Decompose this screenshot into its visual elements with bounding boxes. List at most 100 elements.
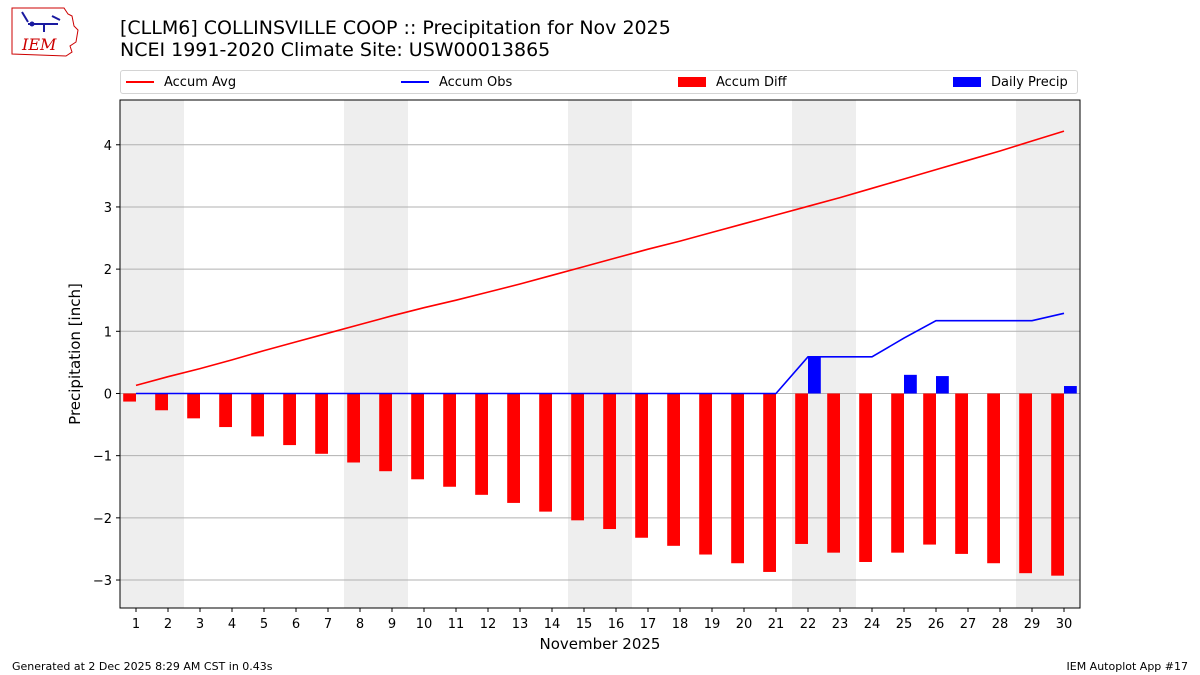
chart-title: [CLLM6] COLLINSVILLE COOP :: Precipitati… [120, 17, 671, 61]
x-tick-label-29: 29 [1024, 617, 1041, 632]
accum-diff-bar-day-12 [475, 393, 488, 495]
x-tick-label-23: 23 [832, 617, 849, 632]
accum-diff-bar-day-5 [251, 393, 264, 437]
x-tick-label-10: 10 [416, 617, 433, 632]
accum-diff-bar-day-30 [1051, 393, 1064, 576]
accum-diff-bar-day-8 [347, 393, 360, 463]
iem-logo: IEM [11, 7, 79, 57]
legend-accum-obs: Accum Obs [401, 71, 512, 93]
daily-precip-bar-day-26 [936, 376, 949, 394]
x-tick-label-8: 8 [356, 617, 364, 632]
x-tick-label-16: 16 [608, 617, 625, 632]
y-tick-label-2: 2 [104, 263, 112, 278]
x-tick-label-11: 11 [448, 617, 465, 632]
generated-note: Generated at 2 Dec 2025 8:29 AM CST in 0… [12, 660, 273, 673]
y-tick-label--2: −2 [93, 512, 112, 527]
x-tick-label-6: 6 [292, 617, 300, 632]
svg-text:IEM: IEM [21, 35, 57, 54]
accum-diff-bar-day-27 [955, 393, 968, 554]
accum-diff-bar-day-11 [443, 393, 456, 487]
accum-diff-bar-day-23 [827, 393, 840, 553]
accum-diff-bar-day-6 [283, 393, 296, 446]
x-tick-label-18: 18 [672, 617, 689, 632]
weekend-shade-day-9 [376, 100, 408, 608]
y-tick-label--3: −3 [93, 574, 112, 589]
plot-frame [119, 99, 1081, 609]
y-tick-label-0: 0 [104, 387, 112, 402]
legend-swatch-accum-obs [401, 81, 429, 83]
legend-label-accum-avg: Accum Avg [164, 74, 237, 90]
x-tick-label-5: 5 [260, 617, 268, 632]
x-tick-label-26: 26 [928, 617, 945, 632]
x-tick-label-22: 22 [800, 617, 817, 632]
x-tick-label-15: 15 [576, 617, 593, 632]
x-tick-label-14: 14 [544, 617, 561, 632]
x-axis-label: November 2025 [540, 635, 661, 653]
x-tick-label-13: 13 [512, 617, 529, 632]
legend-label-accum-diff: Accum Diff [716, 74, 787, 90]
accum-diff-bar-day-15 [571, 393, 584, 521]
accum-diff-bar-day-22 [795, 393, 808, 544]
legend-accum-diff: Accum Diff [678, 71, 787, 93]
legend-accum-avg: Accum Avg [126, 71, 236, 93]
x-tick-label-24: 24 [864, 617, 881, 632]
accum-diff-bar-day-4 [219, 393, 232, 428]
accum-diff-bar-day-20 [731, 393, 744, 564]
title-line-2: NCEI 1991-2020 Climate Site: USW00013865 [120, 39, 551, 61]
legend-swatch-accum-avg [126, 81, 154, 83]
accum-diff-bar-day-18 [667, 393, 680, 546]
x-tick-label-17: 17 [640, 617, 657, 632]
x-tick-label-1: 1 [132, 617, 140, 632]
daily-precip-bar-day-30 [1064, 386, 1077, 394]
legend-swatch-accum-diff [678, 77, 706, 87]
y-tick-label-1: 1 [104, 325, 112, 340]
accum-diff-bar-day-7 [315, 393, 328, 454]
x-tick-label-30: 30 [1056, 617, 1073, 632]
accum-diff-bar-day-9 [379, 393, 392, 472]
x-tick-label-28: 28 [992, 617, 1009, 632]
chart-legend: Accum Avg Accum Obs Accum Diff Daily Pre… [120, 70, 1078, 94]
x-tick-label-25: 25 [896, 617, 913, 632]
accum-obs-line [136, 312, 1065, 395]
y-axis-label: Precipitation [inch] [66, 283, 84, 425]
weekend-shade-day-15 [568, 100, 600, 608]
x-tick-label-7: 7 [324, 617, 332, 632]
accum-diff-bar-day-26 [923, 393, 936, 545]
x-tick-label-21: 21 [768, 617, 785, 632]
daily-precip-bar-day-25 [904, 374, 917, 394]
weekend-shade-day-16 [600, 100, 632, 608]
accum-diff-bar-day-13 [507, 393, 520, 503]
accum-diff-bar-day-2 [155, 393, 168, 411]
x-tick-label-3: 3 [196, 617, 204, 632]
accum-diff-bar-day-16 [603, 393, 616, 530]
accum-diff-bar-day-3 [187, 393, 200, 419]
legend-label-daily-precip: Daily Precip [991, 74, 1068, 90]
accum-diff-bar-day-25 [891, 393, 904, 553]
weekend-shade-day-2 [152, 100, 184, 608]
accum-diff-bar-day-24 [859, 393, 872, 562]
y-tick-label--1: −1 [93, 450, 112, 465]
legend-daily-precip: Daily Precip [953, 71, 1068, 93]
x-tick-label-4: 4 [228, 617, 236, 632]
accum-diff-bar-day-14 [539, 393, 552, 512]
title-line-1: [CLLM6] COLLINSVILLE COOP :: Precipitati… [120, 17, 671, 39]
accum-diff-bar-day-1 [123, 393, 136, 402]
legend-label-accum-obs: Accum Obs [439, 74, 513, 90]
accum-diff-bar-day-10 [411, 393, 424, 480]
accum-diff-bar-day-28 [987, 393, 1000, 564]
accum-diff-bar-day-21 [763, 393, 776, 572]
x-tick-label-9: 9 [388, 617, 396, 632]
accum-diff-bar-day-19 [699, 393, 712, 555]
x-tick-label-12: 12 [480, 617, 497, 632]
app-note: IEM Autoplot App #17 [1066, 660, 1189, 673]
accum-diff-bar-day-17 [635, 393, 648, 538]
legend-swatch-daily-precip [953, 77, 981, 87]
x-tick-label-2: 2 [164, 617, 172, 632]
x-tick-label-19: 19 [704, 617, 721, 632]
y-tick-label-3: 3 [104, 201, 112, 216]
daily-precip-bar-day-22 [808, 356, 821, 394]
weekend-shade-day-8 [344, 100, 376, 608]
x-tick-label-27: 27 [960, 617, 977, 632]
accum-avg-line [135, 130, 1065, 387]
